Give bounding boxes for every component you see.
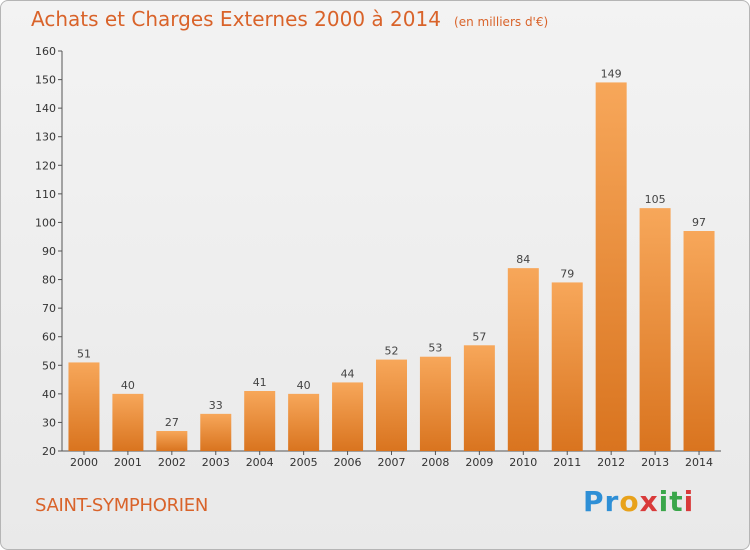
- value-label: 57: [472, 330, 486, 343]
- value-label: 52: [385, 345, 399, 358]
- bar-2013: [639, 208, 671, 451]
- x-tick-label: 2006: [334, 456, 362, 469]
- bar-2000: [68, 362, 100, 451]
- y-tick-label: 40: [42, 388, 56, 401]
- x-tick-label: 2012: [597, 456, 625, 469]
- value-label: 41: [253, 376, 267, 389]
- bar-2004: [244, 391, 276, 451]
- value-label: 84: [516, 253, 530, 266]
- x-tick-label: 2011: [553, 456, 581, 469]
- x-tick-label: 2007: [378, 456, 406, 469]
- x-tick-label: 2004: [246, 456, 274, 469]
- value-label: 40: [121, 379, 135, 392]
- bar-2007: [376, 359, 407, 451]
- title-row: Achats et Charges Externes 2000 à 2014 (…: [31, 7, 548, 31]
- y-tick-label: 150: [35, 74, 56, 87]
- y-tick-label: 70: [42, 302, 56, 315]
- bar-2014: [683, 231, 715, 451]
- bar-2002: [156, 431, 188, 451]
- y-tick-label: 20: [42, 445, 56, 458]
- y-tick-label: 30: [42, 416, 56, 429]
- x-tick-label: 2014: [685, 456, 713, 469]
- value-label: 44: [341, 367, 355, 380]
- y-tick-label: 110: [35, 188, 56, 201]
- bar-2011: [551, 282, 583, 451]
- x-tick-label: 2005: [290, 456, 318, 469]
- value-label: 105: [645, 193, 666, 206]
- y-tick-label: 90: [42, 245, 56, 258]
- chart-subtitle: (en milliers d'€): [454, 15, 549, 29]
- value-label: 40: [297, 379, 311, 392]
- y-tick-label: 130: [35, 131, 56, 144]
- value-label: 33: [209, 399, 223, 412]
- proxiti-logo[interactable]: Proxiti: [583, 485, 695, 518]
- y-tick-label: 50: [42, 359, 56, 372]
- x-tick-label: 2003: [202, 456, 230, 469]
- bar-2012: [595, 82, 627, 451]
- y-tick-label: 160: [35, 45, 56, 58]
- x-tick-label: 2010: [509, 456, 537, 469]
- y-tick-label: 120: [35, 159, 56, 172]
- value-label: 149: [601, 67, 622, 80]
- y-tick-label: 100: [35, 216, 56, 229]
- x-tick-label: 2002: [158, 456, 186, 469]
- place-name: SAINT-SYMPHORIEN: [35, 495, 209, 516]
- value-label: 53: [428, 342, 442, 355]
- value-label: 79: [560, 267, 574, 280]
- bar-2010: [507, 268, 539, 451]
- x-tick-label: 2013: [641, 456, 669, 469]
- bar-2003: [200, 413, 232, 451]
- bar-2001: [112, 393, 144, 451]
- bar-2006: [332, 382, 364, 451]
- bar-2009: [463, 345, 495, 451]
- y-tick-label: 80: [42, 274, 56, 287]
- bar-2008: [419, 356, 451, 451]
- y-tick-label: 60: [42, 331, 56, 344]
- x-tick-label: 2001: [114, 456, 142, 469]
- x-tick-label: 2009: [465, 456, 493, 469]
- value-label: 97: [692, 216, 706, 229]
- y-tick-label: 140: [35, 102, 56, 115]
- bar-2005: [288, 393, 320, 451]
- x-tick-label: 2000: [70, 456, 98, 469]
- chart-title: Achats et Charges Externes 2000 à 2014: [31, 7, 441, 31]
- x-tick-label: 2008: [421, 456, 449, 469]
- value-label: 51: [77, 347, 91, 360]
- value-label: 27: [165, 416, 179, 429]
